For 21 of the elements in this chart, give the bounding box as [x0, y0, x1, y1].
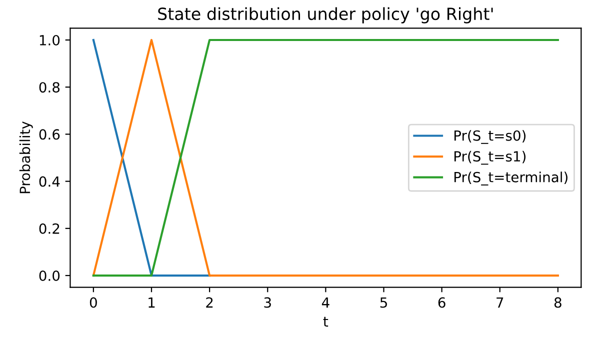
legend-label: Pr(S_t=s1) — [454, 150, 526, 165]
x-tick-label: 4 — [322, 297, 330, 308]
x-tick-label: 0 — [90, 297, 97, 308]
legend-label: Pr(S_t=terminal) — [454, 172, 568, 186]
y-tick-label: 0.6 — [39, 129, 60, 140]
x-tick-label: 2 — [206, 297, 213, 308]
y-tick-label: 0.2 — [39, 223, 60, 234]
y-axis-title: Probability — [19, 121, 33, 194]
x-tick-label: 7 — [496, 297, 504, 308]
x-tick-label: 6 — [438, 297, 446, 308]
y-tick-label: 1.0 — [40, 34, 60, 46]
x-tick-label: 3 — [264, 297, 271, 308]
legend-label: Pr(S_t=s0) — [454, 130, 526, 144]
y-tick-label: 0.8 — [39, 82, 60, 93]
y-tick-label: 0.4 — [39, 176, 60, 187]
x-tick-label: 1 — [148, 297, 155, 308]
chart-title: State distribution under policy 'go Right' — [158, 7, 493, 24]
x-axis-title: t — [323, 316, 328, 327]
x-tick-label: 8 — [554, 297, 562, 308]
x-tick-label: 5 — [380, 297, 387, 308]
y-tick-label: 0.0 — [39, 270, 60, 281]
